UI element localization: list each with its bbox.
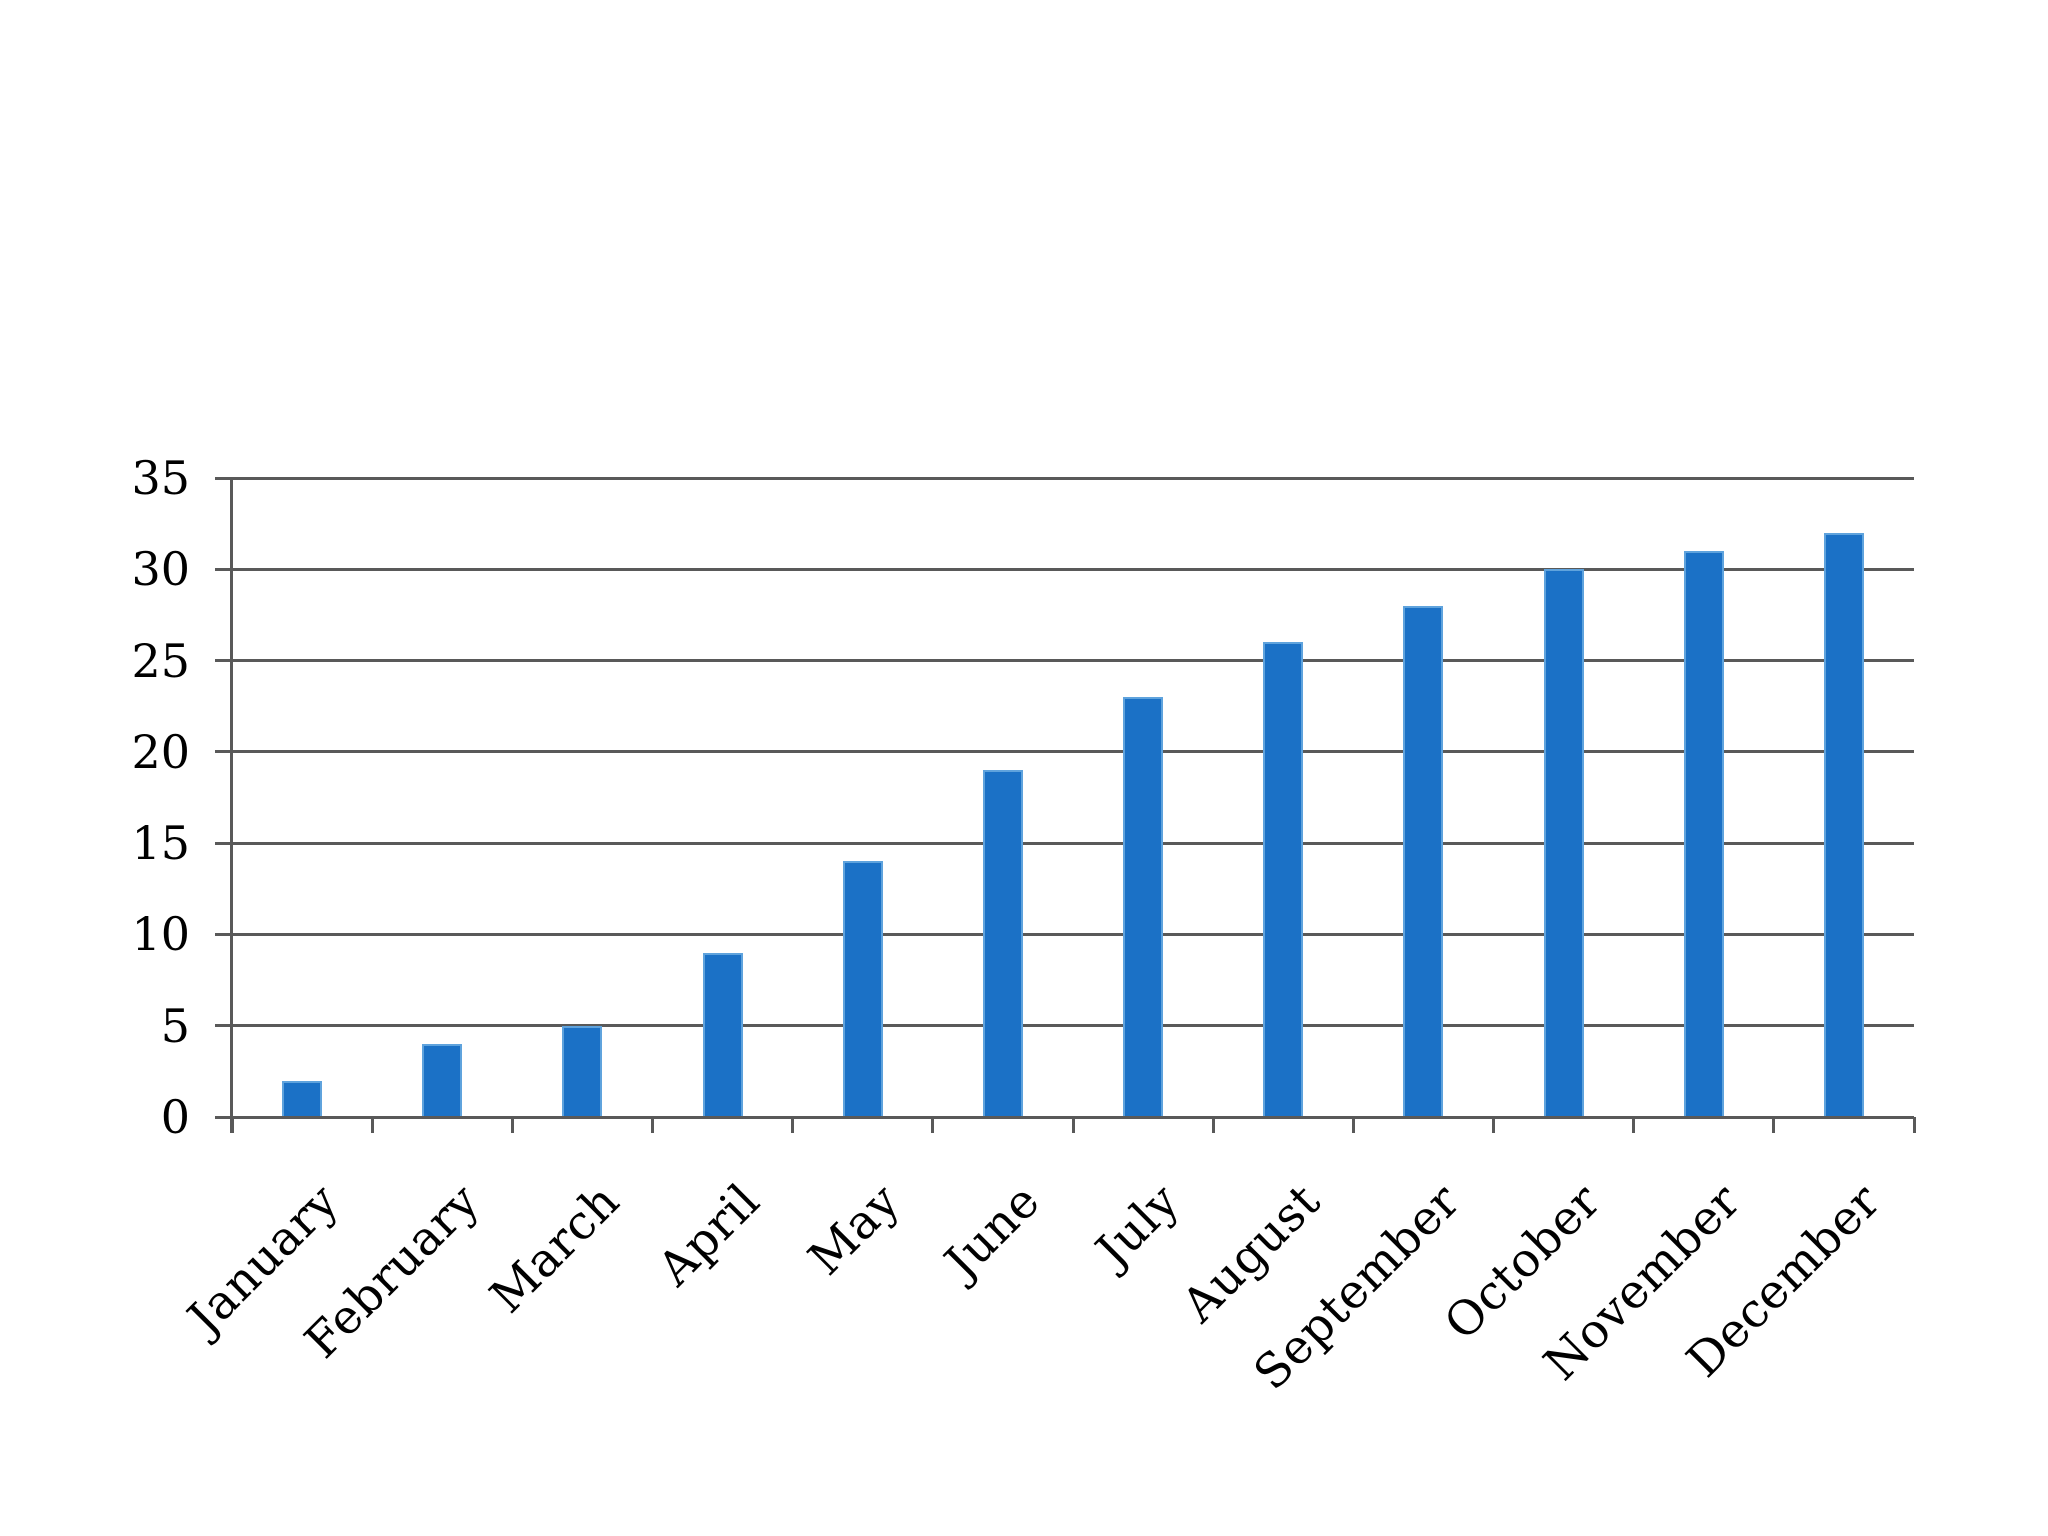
bar-october	[1543, 569, 1584, 1117]
x-axis-tick	[1071, 1117, 1075, 1133]
x-axis-tick	[931, 1117, 935, 1133]
bar-february	[422, 1043, 463, 1117]
gridline-5	[215, 1024, 1914, 1028]
gridline-10	[215, 932, 1914, 936]
x-axis-tick	[370, 1117, 374, 1133]
gridline-25	[215, 659, 1914, 663]
y-axis-label-15: 15	[131, 816, 190, 871]
x-axis-line	[215, 1115, 1914, 1119]
x-axis-tick	[791, 1117, 795, 1133]
x-axis-tick	[1772, 1117, 1776, 1133]
y-axis-line	[230, 478, 233, 1133]
x-axis-tick	[651, 1117, 654, 1133]
bar-september	[1403, 605, 1444, 1117]
bar-may	[842, 861, 883, 1117]
bar-april	[702, 952, 743, 1117]
gridline-30	[215, 567, 1914, 571]
x-axis-label-july: July	[1086, 1173, 1191, 1279]
bar-november	[1683, 551, 1724, 1117]
bar-august	[1263, 642, 1304, 1117]
x-axis-tick	[1351, 1117, 1355, 1133]
gridline-20	[215, 750, 1914, 754]
x-axis-tick	[1492, 1117, 1495, 1133]
y-axis-label-20: 20	[131, 724, 190, 779]
x-axis-tick	[1912, 1117, 1916, 1133]
bar-january	[282, 1080, 323, 1117]
x-axis-label-april: April	[646, 1173, 771, 1297]
x-axis-label-march: March	[479, 1173, 630, 1325]
y-axis-label-0: 0	[160, 1090, 190, 1144]
x-axis-tick	[510, 1117, 514, 1133]
y-axis-label-30: 30	[131, 542, 190, 597]
x-axis-tick	[1211, 1117, 1215, 1133]
gridline-15	[215, 841, 1914, 845]
x-axis-tick	[1632, 1117, 1636, 1133]
y-axis-label-10: 10	[131, 907, 190, 962]
x-axis-label-june: June	[934, 1173, 1051, 1290]
bar-december	[1823, 532, 1864, 1117]
bar-july	[1123, 697, 1164, 1117]
bar-march	[562, 1025, 603, 1117]
bar-chart-plot-area: 0 5 10 15 20 25 30 35 January February March April…	[131, 451, 1916, 1401]
bar-june	[982, 770, 1023, 1117]
y-axis-label-25: 25	[131, 633, 190, 688]
y-axis-label-5: 5	[160, 998, 190, 1053]
gridline-35	[215, 476, 1914, 480]
y-axis-label-35: 35	[131, 451, 190, 505]
x-axis-label-may: May	[797, 1173, 911, 1287]
